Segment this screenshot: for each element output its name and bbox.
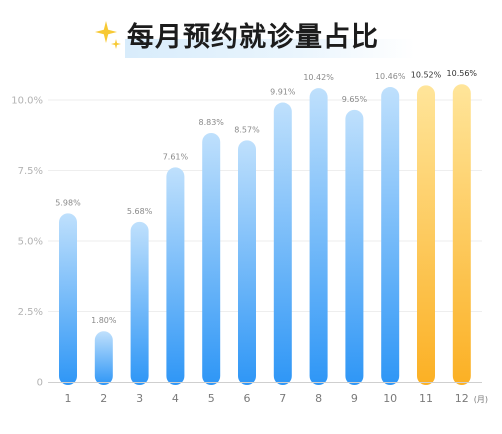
bar	[94, 331, 113, 385]
y-tick-label: 5.0%	[18, 237, 43, 248]
bar	[381, 87, 400, 385]
data-label: 8.83%	[198, 118, 224, 127]
chart-title: 每月预约就诊量占比	[127, 22, 379, 53]
bar	[238, 140, 256, 385]
x-tick-label: 6	[244, 392, 251, 405]
bar	[130, 221, 149, 385]
x-tick-label: 5	[208, 392, 215, 405]
data-label: 10.46%	[375, 72, 406, 81]
grid-lines	[48, 99, 482, 312]
x-tick-label: 2	[100, 392, 107, 405]
data-label: 7.61%	[163, 152, 189, 161]
y-tick-label: 0	[37, 378, 43, 389]
x-tick-label: 1	[65, 392, 72, 405]
data-label: 9.91%	[270, 88, 296, 97]
data-label: 10.42%	[303, 73, 334, 82]
x-tick-label: 7	[279, 392, 286, 405]
x-unit-label: (月)	[474, 395, 488, 404]
bar	[273, 102, 292, 386]
title-highlight-band	[125, 39, 415, 58]
x-tick-label: 4	[172, 392, 179, 405]
sparkle-icon	[95, 21, 121, 49]
x-tick-label: 8	[315, 392, 322, 405]
data-label: 10.52%	[411, 70, 442, 79]
data-label: 1.80%	[91, 316, 117, 325]
y-tick-label: 10.0%	[11, 96, 43, 107]
chart-header: 每月预约就诊量占比	[0, 0, 502, 70]
bar	[59, 213, 77, 385]
bar	[309, 88, 328, 385]
data-labels: 5.98% 1.80% 5.68% 7.61% 8.83% 8.57% 9.91% 10.42…	[55, 69, 477, 325]
bar	[452, 84, 471, 385]
data-label: 8.57%	[234, 125, 260, 134]
x-tick-label: 10	[383, 392, 397, 405]
x-tick-label: 11	[419, 392, 433, 405]
data-label: 5.68%	[127, 207, 153, 216]
y-tick-label: 2.5%	[18, 307, 43, 318]
x-tick-label: 12	[455, 392, 469, 405]
data-label: 5.98%	[55, 198, 81, 207]
x-tick-label: 3	[136, 392, 143, 405]
data-label: 9.65%	[342, 95, 368, 104]
axes: 02.5%5.0%7.5%10.0%1 2 3 4 5 6 7 8 9 10 11 12 (月)	[11, 96, 488, 406]
bar	[417, 85, 435, 385]
bars	[59, 84, 471, 386]
y-tick-label: 7.5%	[18, 166, 43, 177]
bar	[202, 132, 221, 385]
data-label: 10.56%	[447, 69, 478, 78]
bar	[345, 109, 364, 386]
x-tick-label: 9	[351, 392, 358, 405]
bar	[166, 167, 185, 385]
